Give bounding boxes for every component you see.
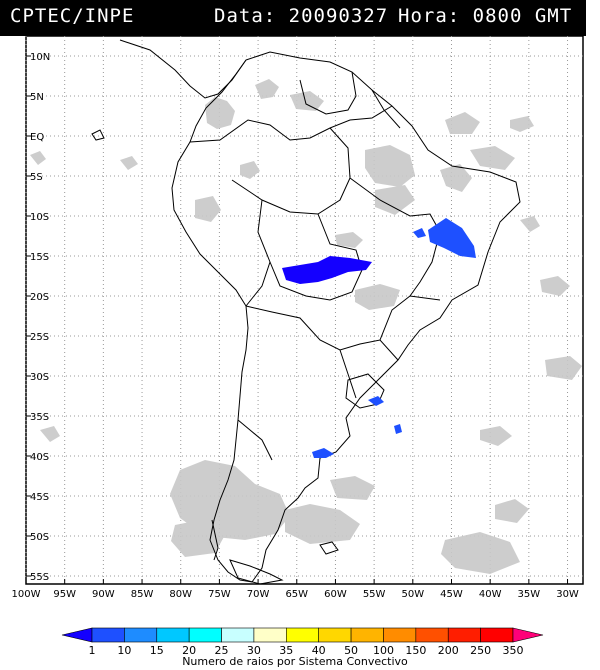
colorbar-label: 50 <box>344 644 358 657</box>
colorbar-labels: 1 10 15 20 25 30 35 40 50 100 150 200 250 350 <box>89 644 524 657</box>
lightning-clusters <box>282 218 476 458</box>
lat-label: 30S <box>30 372 49 383</box>
colorbar-label: 1 <box>89 644 96 657</box>
colorbar-cell <box>188 627 222 643</box>
lon-label: 55W <box>363 589 386 600</box>
lat-label: 10S <box>30 212 49 223</box>
lat-label: 55S <box>30 572 49 583</box>
lat-label: EQ <box>30 132 44 143</box>
colorbar-cell <box>512 627 544 643</box>
lat-label: 5N <box>30 92 44 103</box>
colorbar-label: 20 <box>182 644 196 657</box>
colorbar-label: 250 <box>470 644 491 657</box>
colorbar-label: 10 <box>117 644 131 657</box>
map-frame <box>25 35 584 585</box>
latitude-labels: 10N 5N EQ 5S 10S 15S 20S 25S 30S 35S 40S 45S 50S 55S <box>30 52 50 583</box>
lat-label: 10N <box>30 52 50 63</box>
colorbar-cell <box>286 627 319 643</box>
lat-label: 50S <box>30 532 49 543</box>
colorbar-label: 15 <box>150 644 164 657</box>
colorbar-label: 40 <box>312 644 326 657</box>
colorbar-cell <box>350 627 384 643</box>
time-label: Hora: 0800 GMT <box>398 5 573 27</box>
lightning-cluster-center <box>282 256 372 284</box>
colorbar-cell <box>91 627 125 643</box>
lon-label: 40W <box>479 589 502 600</box>
date-label: Data: 20090327 <box>214 5 389 27</box>
colorbar-cell <box>124 627 158 643</box>
lightning-cluster-northeast <box>428 218 476 258</box>
map-header: CPTEC/INPE Data: 20090327 Hora: 0800 GMT <box>0 0 586 36</box>
lon-label: 75W <box>208 589 231 600</box>
lat-label: 40S <box>30 452 49 463</box>
lightning-cluster-south <box>312 448 334 458</box>
colorbar-label: 35 <box>279 644 293 657</box>
lat-label: 15S <box>30 252 49 263</box>
colorbar-cell <box>253 627 287 643</box>
lat-label: 35S <box>30 412 49 423</box>
colorbar-label: 350 <box>503 644 524 657</box>
colorbar-cell <box>318 627 352 643</box>
org-title: CPTEC/INPE <box>10 5 135 27</box>
lat-label: 25S <box>30 332 49 343</box>
colorbar-cell <box>480 627 514 643</box>
lon-label: 85W <box>131 589 154 600</box>
colorbar-label: 100 <box>373 644 394 657</box>
colorbar-caption: Numero de raios por Sistema Convectivo <box>182 655 408 668</box>
colorbar-label: 25 <box>215 644 229 657</box>
lon-label: 60W <box>324 589 347 600</box>
lon-label: 90W <box>92 589 115 600</box>
lat-label: 5S <box>30 172 43 183</box>
colorbar-cell <box>383 627 417 643</box>
colorbar-label: 150 <box>405 644 426 657</box>
satellite-cloud-layer <box>30 79 582 574</box>
colorbar-cell <box>61 627 93 643</box>
colorbar-cell <box>221 627 255 643</box>
colorbar-cell <box>156 627 190 643</box>
lon-label: 35W <box>518 589 541 600</box>
lon-label: 30W <box>556 589 579 600</box>
colorbar-label: 200 <box>438 644 459 657</box>
lon-label: 70W <box>247 589 270 600</box>
lat-label: 45S <box>30 492 49 503</box>
lat-label: 20S <box>30 292 49 303</box>
colorbar-cell <box>447 627 481 643</box>
colorbar-cells <box>61 627 544 643</box>
lon-label: 65W <box>285 589 308 600</box>
coastline-layer <box>91 39 521 585</box>
colorbar-label: 30 <box>247 644 261 657</box>
lon-label: 50W <box>401 589 424 600</box>
longitude-labels: 100W 95W 90W 85W 80W 75W 70W 65W 60W 55W 50W 45W 40W… <box>12 589 579 600</box>
lon-label: 100W <box>12 589 41 600</box>
lon-label: 95W <box>53 589 76 600</box>
colorbar-cell <box>415 627 449 643</box>
lon-label: 80W <box>169 589 192 600</box>
lon-label: 45W <box>440 589 463 600</box>
